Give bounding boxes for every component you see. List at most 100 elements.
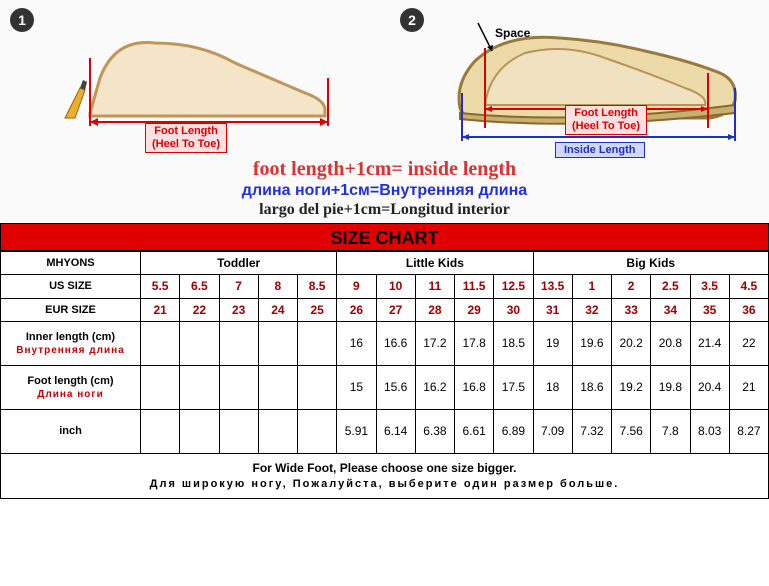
brand-cell: MHYONS (1, 252, 141, 275)
data-cell: 6.61 (455, 409, 494, 453)
data-cell: 18.5 (494, 321, 533, 365)
data-cell (298, 409, 337, 453)
foot-length-label-1: Foot Length (Heel To Toe) (145, 123, 227, 153)
data-cell: 4.5 (729, 275, 768, 298)
table-row: EUR SIZE 2122232425262728293031323334353… (1, 298, 769, 321)
data-cell: 18.6 (572, 365, 611, 409)
data-cell (219, 409, 258, 453)
step-2-badge: 2 (400, 8, 424, 32)
data-cell: 20.4 (690, 365, 729, 409)
data-cell: 26 (337, 298, 376, 321)
data-cell: 36 (729, 298, 768, 321)
data-cell: 21.4 (690, 321, 729, 365)
data-cell: 22 (729, 321, 768, 365)
footer-note: For Wide Foot, Please choose one size bi… (0, 454, 769, 499)
data-cell: 24 (258, 298, 297, 321)
data-cell: 3.5 (690, 275, 729, 298)
data-cell: 16.2 (415, 365, 454, 409)
data-cell: 6.38 (415, 409, 454, 453)
footer-ru: Для широкую ногу, Пожалуйста, выберите о… (5, 477, 764, 492)
data-cell: 2 (612, 275, 651, 298)
data-cell (219, 321, 258, 365)
data-cell: 19.6 (572, 321, 611, 365)
data-cell (180, 321, 219, 365)
step-1-badge: 1 (10, 8, 34, 32)
table-row: Foot length (cm) Длина ноги 1515.616.216… (1, 365, 769, 409)
table-row: US SIZE 5.56.5788.59101111.512.513.5122.… (1, 275, 769, 298)
data-cell (258, 321, 297, 365)
label-text: Foot Length (154, 125, 218, 137)
data-cell: 16 (337, 321, 376, 365)
data-cell (141, 409, 180, 453)
footer-en: For Wide Foot, Please choose one size bi… (253, 461, 517, 475)
data-cell: 8 (258, 275, 297, 298)
diagram-foot: 1 Foot Length (Heel To Toe) (10, 8, 370, 148)
data-cell: 5.5 (141, 275, 180, 298)
group-little: Little Kids (337, 252, 533, 275)
formula-ru: длина ноги+1см=Bнутренняя длина (0, 182, 769, 200)
data-cell: 33 (612, 298, 651, 321)
data-cell (298, 321, 337, 365)
data-cell: 19 (533, 321, 572, 365)
data-cell: 19.8 (651, 365, 690, 409)
data-cell: 11 (415, 275, 454, 298)
row-label-eur: EUR SIZE (1, 298, 141, 321)
data-cell: 8.5 (298, 275, 337, 298)
data-cell: 10 (376, 275, 415, 298)
label-ru: Длина ноги (3, 388, 138, 401)
data-cell (141, 365, 180, 409)
formula-en: foot length+1cm= inside length (0, 158, 769, 181)
foot-icon (60, 18, 340, 133)
data-cell: 23 (219, 298, 258, 321)
label-ru: Внутренняя длина (3, 344, 138, 357)
data-cell: 17.2 (415, 321, 454, 365)
data-cell: 8.27 (729, 409, 768, 453)
table-row: Inner length (cm) Внутренняя длина 1616.… (1, 321, 769, 365)
data-cell (219, 365, 258, 409)
data-cell (258, 365, 297, 409)
measurement-diagrams: 1 Foot Length (Heel To Toe) 2 Space (0, 0, 769, 223)
data-cell: 2.5 (651, 275, 690, 298)
data-cell: 27 (376, 298, 415, 321)
data-cell: 7.09 (533, 409, 572, 453)
row-label-us: US SIZE (1, 275, 141, 298)
data-cell: 7 (219, 275, 258, 298)
label-text: Inner length (cm) (26, 331, 115, 343)
data-cell (180, 409, 219, 453)
row-label-foot: Foot length (cm) Длина ноги (1, 365, 141, 409)
size-chart-table: MHYONS Toddler Little Kids Big Kids US S… (0, 251, 769, 454)
row-label-inch: inch (1, 409, 141, 453)
formula-es: largo del pie+1cm=Longitud interior (0, 201, 769, 219)
data-cell: 6.5 (180, 275, 219, 298)
data-cell: 32 (572, 298, 611, 321)
group-toddler: Toddler (141, 252, 337, 275)
label-text: Foot length (cm) (27, 375, 113, 387)
label-sub: (Heel To Toe) (152, 138, 220, 150)
data-cell: 6.89 (494, 409, 533, 453)
table-row: MHYONS Toddler Little Kids Big Kids (1, 252, 769, 275)
data-cell: 29 (455, 298, 494, 321)
data-cell: 8.03 (690, 409, 729, 453)
data-cell: 21 (729, 365, 768, 409)
data-cell (258, 409, 297, 453)
data-cell: 30 (494, 298, 533, 321)
inside-length-label: Inside Length (555, 142, 645, 158)
data-cell: 22 (180, 298, 219, 321)
data-cell: 17.8 (455, 321, 494, 365)
data-cell: 13.5 (533, 275, 572, 298)
data-cell: 21 (141, 298, 180, 321)
group-big: Big Kids (533, 252, 769, 275)
data-cell: 9 (337, 275, 376, 298)
data-cell: 20.8 (651, 321, 690, 365)
data-cell (180, 365, 219, 409)
data-cell: 18 (533, 365, 572, 409)
data-cell: 20.2 (612, 321, 651, 365)
data-cell (298, 365, 337, 409)
data-cell: 15 (337, 365, 376, 409)
data-cell: 25 (298, 298, 337, 321)
size-chart-title: SIZE CHART (0, 223, 769, 251)
label-text: Foot Length (574, 107, 638, 119)
diagram-shoe: 2 Space Foot Length (Heel To Toe) Inside… (400, 8, 750, 163)
data-cell: 1 (572, 275, 611, 298)
data-cell (141, 321, 180, 365)
